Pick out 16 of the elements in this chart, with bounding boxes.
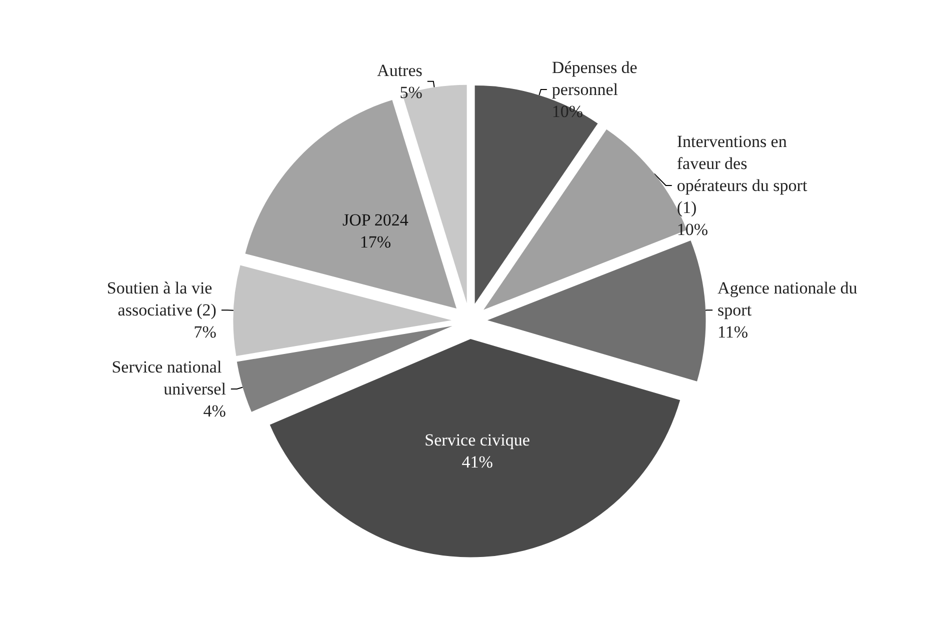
data-label: 41% (462, 452, 493, 472)
slice-label: Agence nationale du sport (718, 278, 862, 320)
slice-label: Autres (377, 60, 422, 80)
data-label: 4% (203, 401, 226, 420)
data-label: 10% (676, 220, 708, 239)
slice-label: Dépenses de personnel (552, 58, 642, 99)
data-label: 5% (400, 82, 422, 102)
data-label: 17% (360, 232, 392, 252)
slice-label: Soutien à la vie associative (2) (106, 278, 216, 320)
data-label: 11% (718, 322, 748, 342)
data-label: 10% (552, 102, 584, 121)
data-label: 7% (194, 322, 216, 342)
slice-label: Service civique (424, 430, 530, 450)
slice-label: Interventions en faveur des opérateurs du sport (1) (676, 132, 812, 217)
slice-label: JOP 2024 (342, 210, 409, 230)
slice-label: Service national universel (112, 357, 226, 398)
